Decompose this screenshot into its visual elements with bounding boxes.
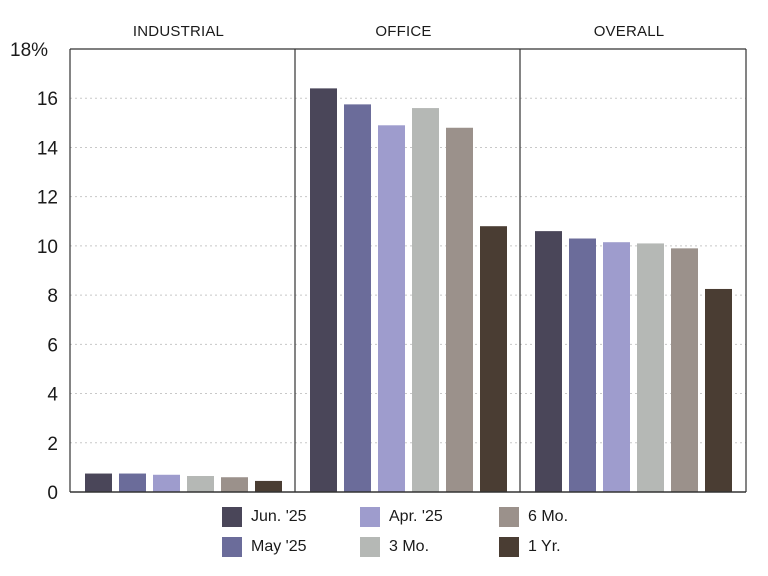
legend-item: Jun. '25 [222, 507, 307, 527]
bar-industrial-1 [85, 473, 112, 492]
panel-titles: INDUSTRIAL OFFICE OVERALL [133, 23, 664, 40]
plot-frame [69, 48, 747, 493]
bar-office-6 [480, 226, 507, 492]
y-tick-label: 12 [37, 188, 58, 209]
legend-label: Jun. '25 [251, 508, 307, 525]
legend: Jun. '25 May '25 Apr. '25 3 Mo. 6 Mo. 1 Yr. [222, 507, 642, 565]
legend-label: 6 Mo. [528, 508, 569, 525]
bar-overall-2 [569, 238, 596, 492]
bar-office-4 [412, 108, 439, 493]
y-tick-label: 10 [37, 237, 58, 258]
legend-label: Apr. '25 [389, 508, 443, 525]
bar-office-2 [344, 104, 371, 492]
legend-item: May '25 [222, 537, 307, 557]
legend-swatch [222, 507, 242, 527]
y-tick-label: 18% [10, 40, 48, 61]
y-tick-label: 0 [47, 483, 58, 504]
bar-industrial-3 [153, 474, 180, 492]
y-tick-label: 2 [47, 434, 58, 455]
panel-title-office: OFFICE [375, 23, 431, 40]
y-tick-label: 6 [47, 335, 58, 356]
legend-swatch [499, 537, 519, 557]
bar-office-1 [310, 88, 337, 492]
bar-overall-5 [671, 248, 698, 492]
bar-industrial-5 [221, 477, 248, 492]
panel-title-industrial: INDUSTRIAL [133, 23, 224, 40]
legend-swatch [360, 537, 380, 557]
y-tick-label: 8 [47, 286, 58, 307]
legend-label: 1 Yr. [528, 538, 561, 555]
legend-swatch [222, 537, 242, 557]
bars [85, 88, 732, 493]
bar-industrial-2 [119, 473, 146, 492]
bar-office-5 [446, 127, 473, 492]
panel-title-overall: OVERALL [594, 23, 665, 40]
y-tick-label: 4 [47, 385, 58, 406]
bar-overall-1 [535, 231, 562, 492]
legend-swatch [360, 507, 380, 527]
bar-overall-4 [637, 243, 664, 492]
legend-label: 3 Mo. [389, 538, 430, 555]
y-tick-label: 14 [37, 138, 59, 159]
legend-item: 1 Yr. [499, 537, 561, 557]
legend-item: 3 Mo. [360, 537, 429, 557]
bar-overall-3 [603, 242, 630, 492]
legend-item: Apr. '25 [360, 507, 443, 527]
y-tick-label: 16 [37, 89, 58, 110]
bar-overall-6 [705, 288, 732, 492]
legend-item: 6 Mo. [499, 507, 568, 527]
legend-swatch [499, 507, 519, 527]
legend-label: May '25 [251, 538, 307, 555]
y-axis-ticks: 0 2 4 6 8 10 12 14 16 18% [10, 40, 58, 504]
bar-office-3 [378, 125, 405, 493]
bar-industrial-6 [255, 480, 282, 492]
bar-industrial-4 [187, 476, 214, 492]
